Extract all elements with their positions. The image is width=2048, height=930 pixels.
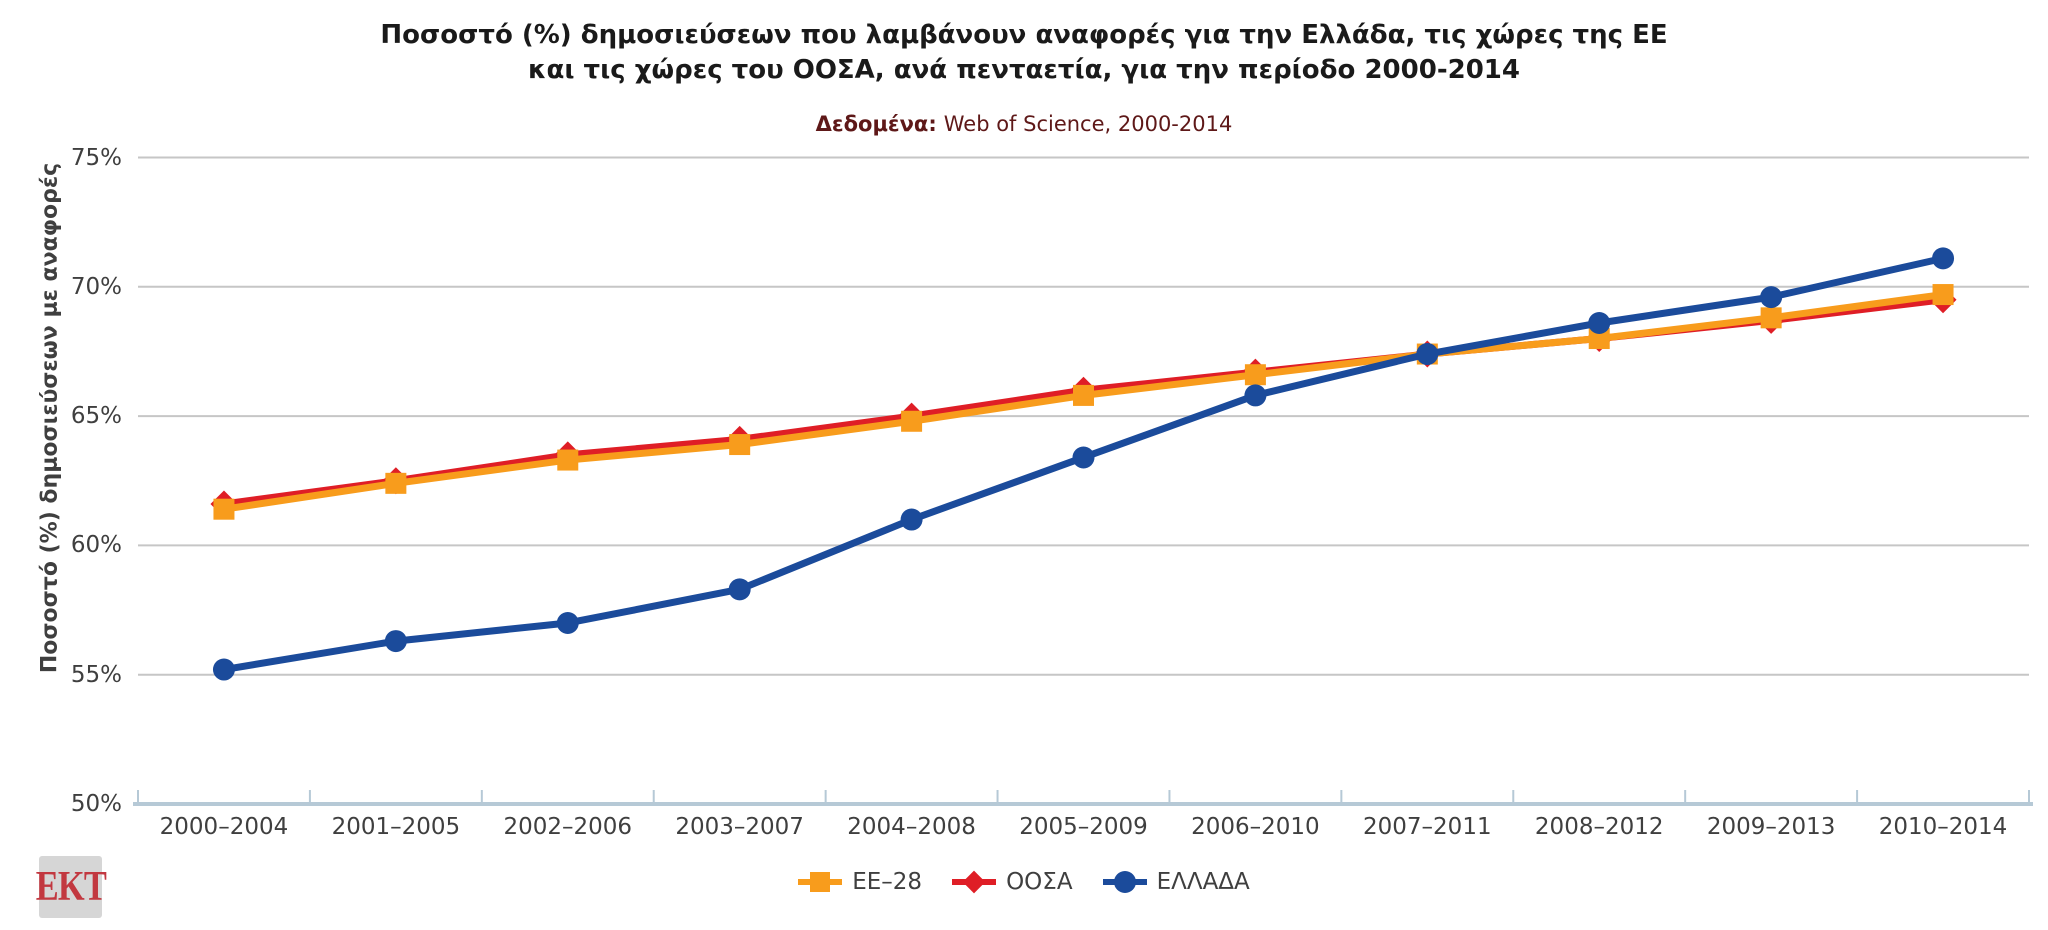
x-axis-tick-label: 2008–2012	[1534, 814, 1664, 840]
legend: EE–28 ΟΟΣΑ ΕΛΛΑΔΑ	[0, 866, 2048, 898]
y-axis-tick-label: 60%	[70, 532, 122, 559]
marker-circle-ΕΛΛΑΔΑ	[1760, 286, 1783, 309]
x-axis-tick-label: 2004–2008	[847, 814, 976, 840]
marker-square-EE–28	[901, 410, 923, 432]
legend-item-ellada: ΕΛΛΑΔΑ	[1102, 869, 1250, 895]
subtitle-label: Δεδομένα:	[815, 112, 937, 136]
marker-square-EE–28	[385, 472, 407, 494]
marker-square-EE–28	[1588, 328, 1610, 350]
marker-circle-ΕΛΛΑΔΑ	[1072, 446, 1095, 469]
y-axis-tick-label: 70%	[70, 273, 122, 300]
chart-title-line1: Ποσοστό (%) δημοσιεύσεων που λαμβάνουν α…	[380, 20, 1668, 50]
y-axis-tick-label: 50%	[70, 791, 122, 817]
square-marker-icon	[810, 872, 831, 892]
marker-square-EE–28	[213, 498, 235, 520]
x-axis-tick-label: 2010–2014	[1878, 814, 2008, 840]
ekt-logo-text: ΕΚΤ	[35, 864, 106, 910]
legend-item-oosa: ΟΟΣΑ	[952, 869, 1073, 895]
legend-item-ee28: EE–28	[798, 869, 922, 895]
x-axis-tick-label: 2000–2004	[159, 814, 289, 840]
y-axis-tick-label: 75%	[70, 144, 122, 171]
y-axis-tick-label: 65%	[70, 403, 122, 430]
legend-label-oosa: ΟΟΣΑ	[1006, 869, 1073, 895]
marker-circle-ΕΛΛΑΔΑ	[1244, 384, 1267, 407]
chart-title: Ποσοστό (%) δημοσιεύσεων που λαμβάνουν α…	[0, 18, 2048, 88]
x-axis-tick-label: 2009–2013	[1706, 814, 1836, 840]
marker-square-EE–28	[1244, 364, 1266, 386]
marker-circle-ΕΛΛΑΔΑ	[728, 578, 751, 601]
marker-square-EE–28	[729, 434, 751, 456]
legend-marker-diamond-icon	[952, 869, 997, 895]
x-axis-tick-label: 2007–2011	[1363, 814, 1492, 840]
ekt-logo: ΕΚΤ	[35, 856, 106, 918]
marker-circle-ΕΛΛΑΔΑ	[384, 630, 407, 653]
legend-marker-square-icon	[798, 869, 843, 895]
marker-square-EE–28	[1932, 284, 1954, 306]
legend-marker-circle-icon	[1102, 869, 1147, 895]
marker-circle-ΕΛΛΑΔΑ	[900, 508, 923, 531]
legend-label-ee28: EE–28	[852, 869, 923, 895]
diamond-marker-icon	[962, 870, 986, 894]
subtitle-text: Web of Science, 2000-2014	[943, 112, 1233, 136]
y-axis-tick-label: 55%	[70, 661, 122, 688]
marker-circle-ΕΛΛΑΔΑ	[1416, 343, 1439, 366]
x-axis-tick-label: 2001–2005	[331, 814, 461, 840]
marker-circle-ΕΛΛΑΔΑ	[1588, 312, 1611, 335]
marker-square-EE–28	[557, 449, 579, 471]
legend-label-ellada: ΕΛΛΑΔΑ	[1156, 869, 1250, 895]
marker-circle-ΕΛΛΑΔΑ	[1932, 247, 1955, 270]
circle-marker-icon	[1113, 871, 1136, 893]
marker-circle-ΕΛΛΑΔΑ	[212, 658, 235, 681]
x-axis-tick-label: 2002–2006	[503, 814, 633, 840]
x-axis-tick-label: 2006–2010	[1191, 814, 1320, 840]
marker-square-EE–28	[1760, 307, 1782, 329]
chart-subtitle: Δεδομένα: Web of Science, 2000-2014	[0, 112, 2048, 136]
marker-square-EE–28	[1073, 384, 1094, 406]
chart-title-line2: και τις χώρες του ΟΟΣΑ, ανά πενταετία, γ…	[528, 55, 1520, 85]
x-axis-tick-label: 2003–2007	[675, 814, 804, 840]
x-axis-tick-label: 2005–2009	[1019, 814, 1148, 840]
marker-circle-ΕΛΛΑΔΑ	[556, 611, 579, 634]
